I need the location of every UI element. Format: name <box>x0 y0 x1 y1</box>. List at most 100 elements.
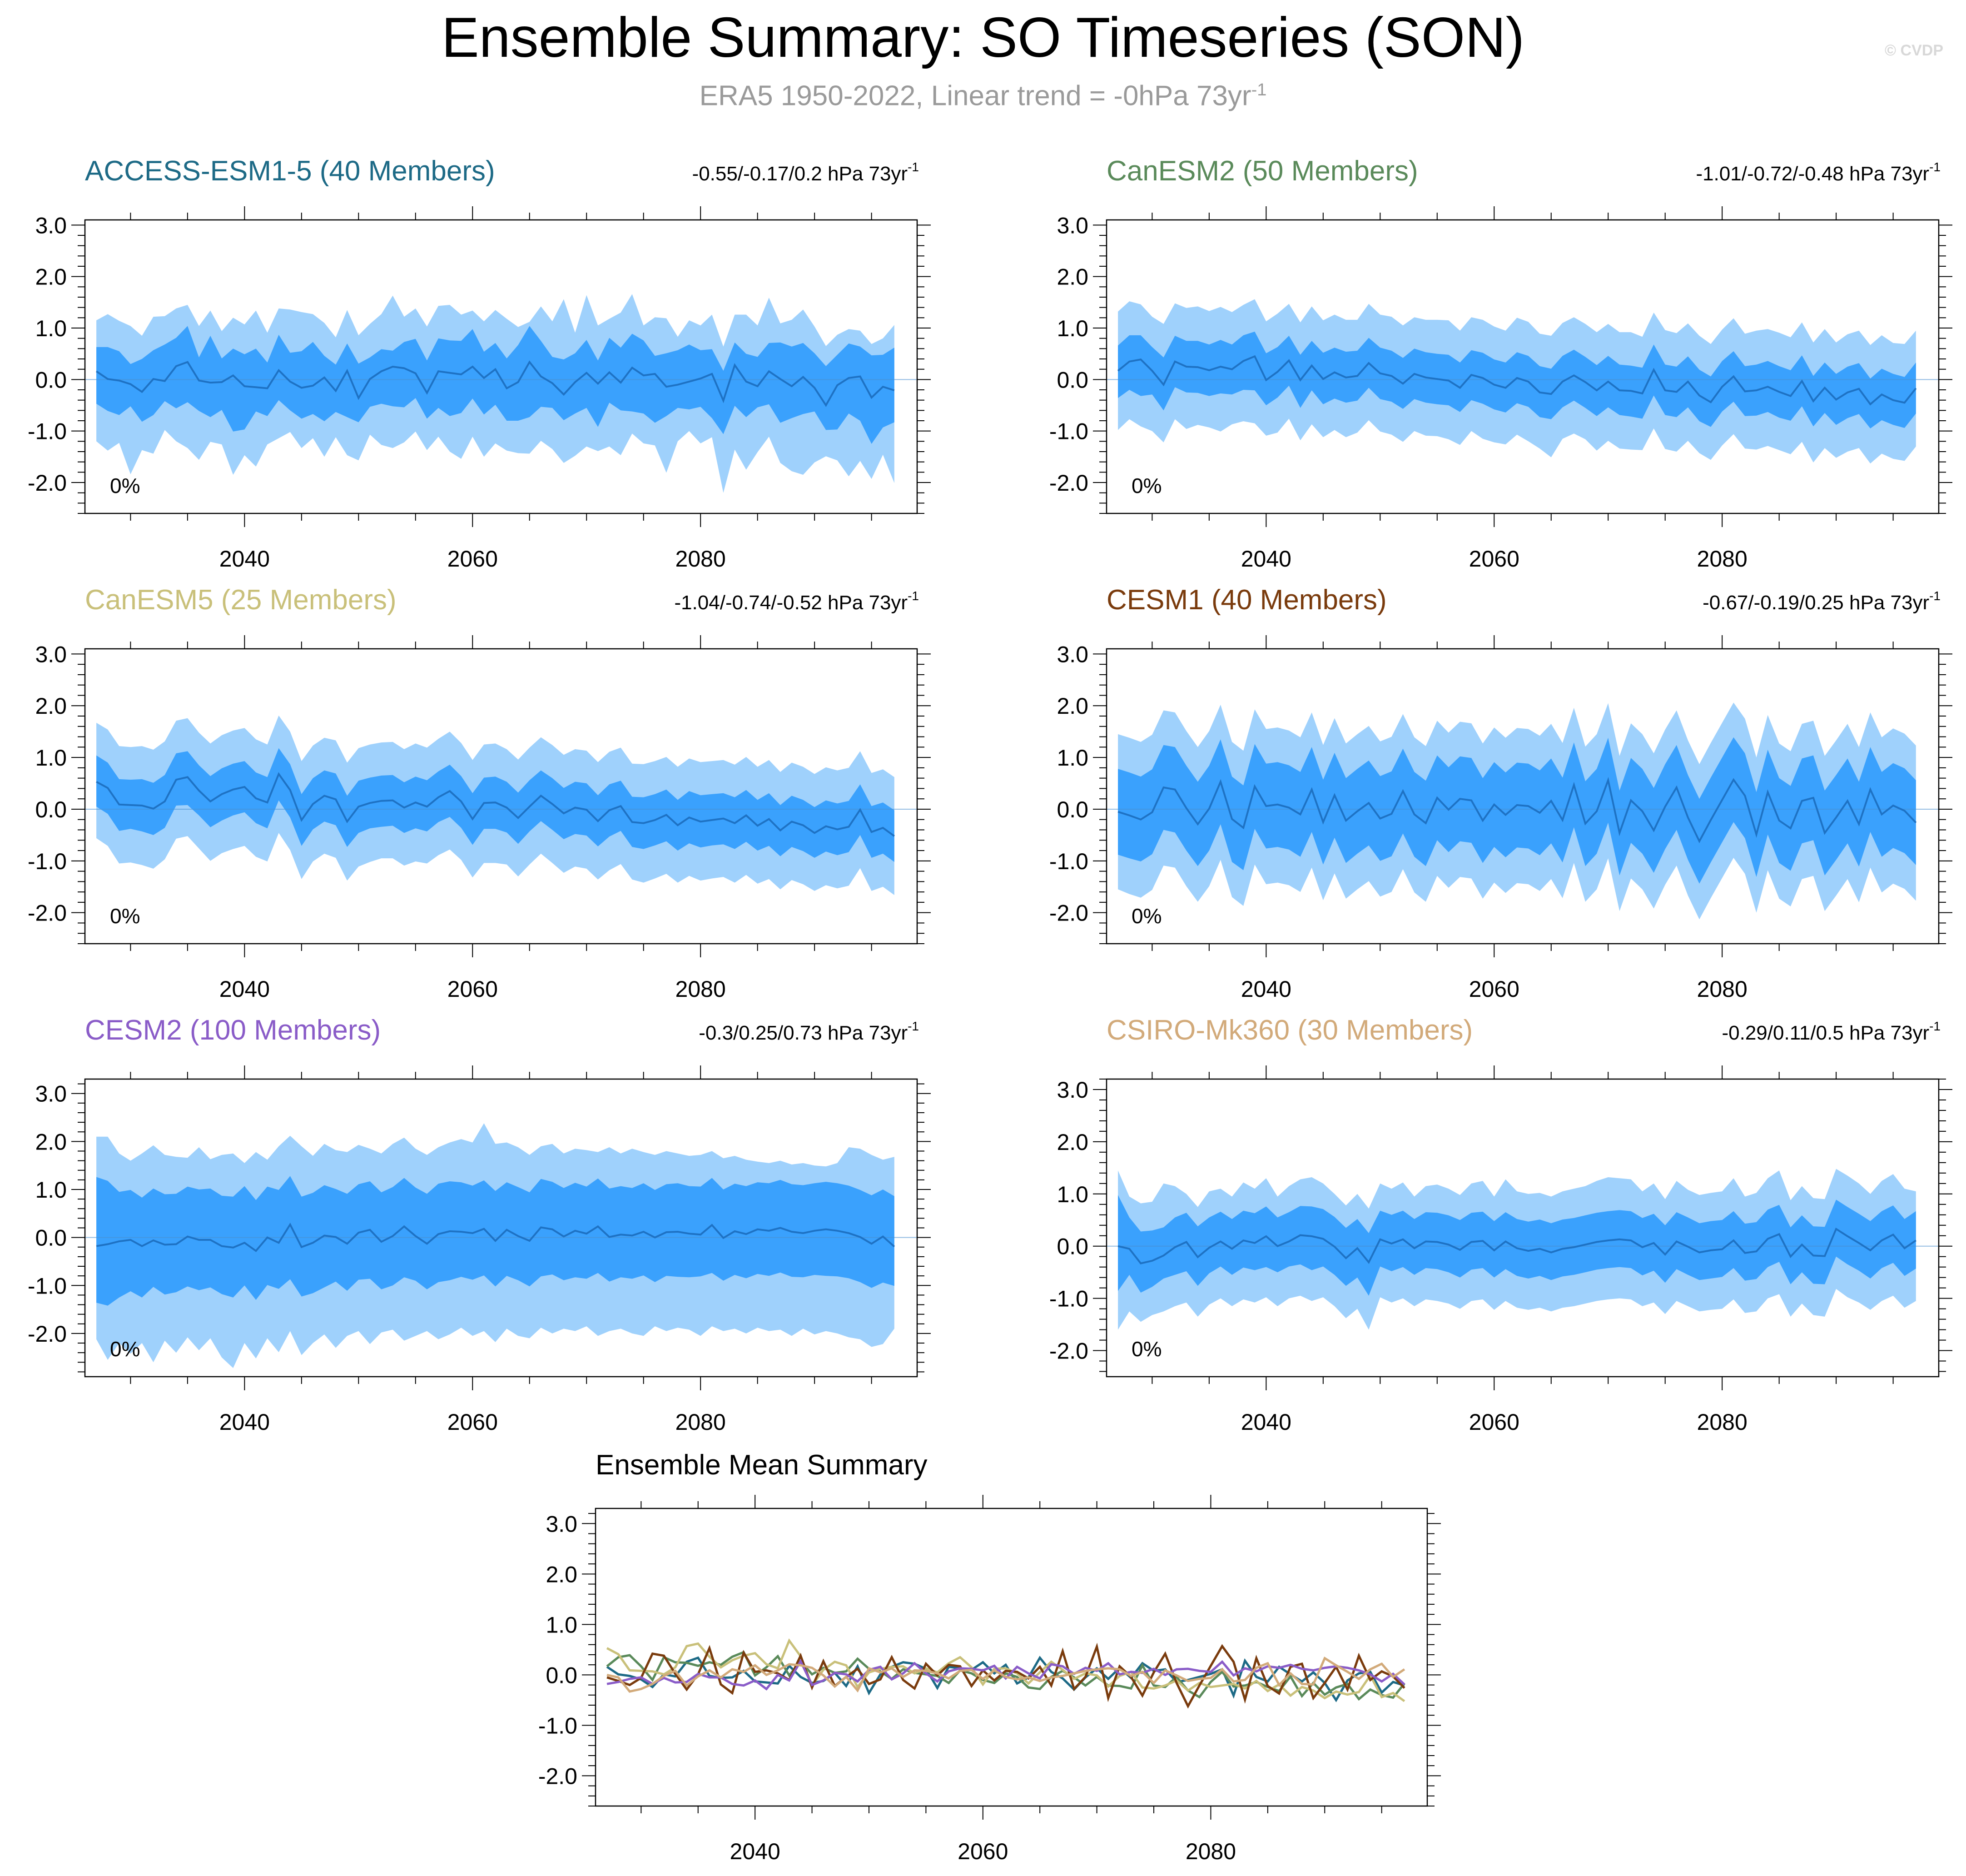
chart-0: -2.0 -1.0 0.0 1.0 2.0 3.0 2040 2060 2080 ACCESS-E… <box>28 155 931 572</box>
y-tick-label: 0.0 <box>1057 1234 1088 1259</box>
ensemble-mean-line <box>95 360 895 407</box>
chart-6: -2.0 -1.0 0.0 1.0 2.0 3.0 2040 2060 2080 Ensemble… <box>538 1449 1441 1864</box>
y-tick-label: -1.0 <box>28 419 67 444</box>
y-tick-label: 2.0 <box>546 1562 577 1587</box>
y-tick-label: -1.0 <box>1049 849 1088 874</box>
x-tick-label: 2080 <box>1697 546 1748 572</box>
trend-label-exponent: -1 <box>1929 160 1941 174</box>
panel-title: CESM2 (100 Members) <box>85 1015 381 1046</box>
trend-label-exponent: -1 <box>1929 589 1941 603</box>
x-tick-label: 2060 <box>1469 546 1519 572</box>
y-tick-label: 0.0 <box>1057 797 1088 822</box>
y-tick-label: -2.0 <box>538 1763 577 1789</box>
y-tick-label: 2.0 <box>35 693 67 719</box>
panel-title: ACCESS-ESM1-5 (40 Members) <box>85 155 495 187</box>
x-tick-label: 2040 <box>219 546 270 572</box>
percent-label: 0% <box>1132 1337 1162 1361</box>
y-tick-label: 3.0 <box>1057 1077 1088 1103</box>
y-tick-label: -1.0 <box>28 1273 67 1299</box>
y-tick-label: 2.0 <box>35 1129 67 1154</box>
percent-label: 0% <box>1132 474 1162 498</box>
ensemble-mean-line <box>96 772 895 837</box>
y-tick-label: -2.0 <box>1049 1339 1088 1364</box>
y-tick-label: 3.0 <box>35 213 67 238</box>
x-tick-label: 2080 <box>1186 1839 1236 1864</box>
y-tick-label: 0.0 <box>546 1662 577 1688</box>
y-tick-label: 3.0 <box>35 642 67 667</box>
x-tick-label: 2060 <box>1469 976 1519 1002</box>
inner-range-band <box>1118 331 1916 428</box>
chart-3: -2.0 -1.0 0.0 1.0 2.0 3.0 2040 2060 2080 CESM1 (4… <box>1049 584 1952 1002</box>
ensemble-mean-line <box>1117 777 1917 844</box>
plot-frame <box>1106 648 1940 945</box>
trend-label-text: -0.67/-0.19/0.25 hPa 73yr <box>1703 592 1929 614</box>
plot-frame <box>84 219 918 514</box>
trend-label-exponent: -1 <box>908 160 919 174</box>
y-tick-label: -2.0 <box>28 1321 67 1347</box>
panel-title: CSIRO-Mk360 (30 Members) <box>1107 1015 1473 1046</box>
plot-frame <box>1106 1078 1940 1378</box>
y-tick-label: 1.0 <box>1057 316 1088 341</box>
trend-label: -1.04/-0.74/-0.52 hPa 73yr-1 <box>674 589 919 614</box>
y-tick-label: 1.0 <box>1057 1182 1088 1207</box>
trend-label-text: -0.3/0.25/0.73 hPa 73yr <box>699 1022 908 1044</box>
percent-label: 0% <box>110 474 140 498</box>
trend-label-exponent: -1 <box>908 1019 919 1033</box>
subtitle-exponent: -1 <box>1251 80 1267 100</box>
trend-label-text: -0.55/-0.17/0.2 hPa 73yr <box>692 163 908 185</box>
y-tick-label: -2.0 <box>1049 901 1088 926</box>
subtitle-text: ERA5 1950-2022, Linear trend = -0hPa 73y… <box>699 80 1251 112</box>
copyright-watermark: © CVDP <box>1885 42 1943 59</box>
inner-range-band <box>1118 1195 1916 1296</box>
x-tick-label: 2060 <box>447 1409 498 1435</box>
y-tick-label: -2.0 <box>1049 470 1088 496</box>
y-tick-label: -1.0 <box>538 1713 577 1738</box>
mean-series-cesm2 <box>606 1659 1405 1691</box>
y-tick-label: 2.0 <box>1057 693 1088 719</box>
trend-label-text: -0.29/0.11/0.5 hPa 73yr <box>1722 1022 1929 1044</box>
x-tick-label: 2060 <box>958 1839 1008 1864</box>
mean-series-cesm1 <box>606 1642 1405 1709</box>
y-tick-label: 3.0 <box>1057 213 1088 238</box>
x-tick-label: 2080 <box>675 976 726 1002</box>
subtitle: ERA5 1950-2022, Linear trend = -0hPa 73y… <box>0 72 1966 114</box>
inner-range-band <box>96 326 894 444</box>
chart-2: -2.0 -1.0 0.0 1.0 2.0 3.0 2040 2060 2080 CanESM5 … <box>28 584 931 1002</box>
x-tick-label: 2080 <box>675 1409 726 1435</box>
trend-label-text: -1.01/-0.72/-0.48 hPa 73yr <box>1696 163 1929 185</box>
x-tick-label: 2080 <box>1697 1409 1748 1435</box>
y-tick-label: 3.0 <box>1057 642 1088 667</box>
plot-frame <box>1106 219 1940 514</box>
x-tick-label: 2040 <box>1241 1409 1291 1435</box>
y-tick-label: 3.0 <box>546 1511 577 1537</box>
x-tick-label: 2040 <box>730 1839 780 1864</box>
y-tick-label: -2.0 <box>28 470 67 496</box>
plot-frame <box>84 648 918 945</box>
trend-label: -0.55/-0.17/0.2 hPa 73yr-1 <box>692 160 919 185</box>
y-tick-label: 0.0 <box>1057 367 1088 393</box>
x-tick-label: 2040 <box>1241 546 1291 572</box>
trend-label-text: -1.04/-0.74/-0.52 hPa 73yr <box>674 592 908 614</box>
trend-label: -0.3/0.25/0.73 hPa 73yr-1 <box>699 1019 919 1044</box>
y-tick-label: 1.0 <box>35 745 67 771</box>
y-tick-label: 1.0 <box>35 1177 67 1203</box>
y-tick-label: 3.0 <box>35 1081 67 1107</box>
x-tick-label: 2040 <box>219 1409 270 1435</box>
panel-title: CESM1 (40 Members) <box>1107 584 1387 616</box>
panel-title: CanESM5 (25 Members) <box>85 584 397 616</box>
panel-title: CanESM2 (50 Members) <box>1107 155 1418 187</box>
ensemble-mean-line <box>1117 355 1917 406</box>
chart-4: -2.0 -1.0 0.0 1.0 2.0 3.0 2040 2060 2080 CESM2 (1… <box>28 1015 931 1435</box>
x-tick-label: 2040 <box>219 976 270 1002</box>
inner-range-band <box>96 748 894 862</box>
y-tick-label: -2.0 <box>28 901 67 926</box>
mean-series-csiro-mk360 <box>606 1657 1405 1693</box>
trend-label-exponent: -1 <box>1929 1019 1941 1033</box>
y-tick-label: -1.0 <box>1049 1286 1088 1312</box>
chart-1: -2.0 -1.0 0.0 1.0 2.0 3.0 2040 2060 2080 CanESM2 … <box>1049 155 1952 572</box>
x-tick-label: 2080 <box>675 546 726 572</box>
trend-label: -0.67/-0.19/0.25 hPa 73yr-1 <box>1703 589 1941 614</box>
chart-5: -2.0 -1.0 0.0 1.0 2.0 3.0 2040 2060 2080 CSIRO-Mk… <box>1049 1015 1952 1435</box>
ensemble-mean-line <box>1117 1227 1916 1264</box>
